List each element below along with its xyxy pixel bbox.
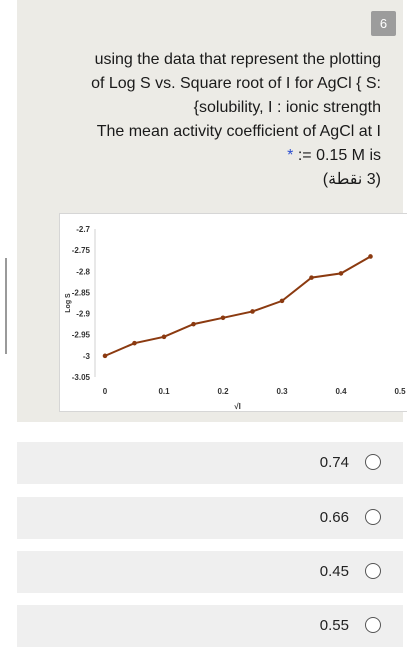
data-point — [368, 254, 373, 259]
y-tick-label: -2.9 — [76, 310, 90, 319]
radio-button[interactable] — [365, 509, 381, 525]
y-tick-label: -2.8 — [76, 267, 90, 276]
x-tick-label: 0.4 — [335, 387, 347, 396]
radio-button[interactable] — [365, 563, 381, 579]
data-point — [338, 271, 344, 276]
data-point — [220, 315, 226, 321]
option-label: 0.45 — [319, 563, 349, 580]
question-line-3: {solubility, I : ionic strength — [193, 99, 381, 116]
data-point — [309, 275, 314, 280]
x-tick-label: 0.5 — [394, 387, 406, 396]
question-line-5-text: := 0.15 M is — [297, 147, 381, 164]
question-line-4: The mean activity coefficient of AgCl at… — [96, 123, 381, 140]
y-tick-label: -2.7 — [76, 225, 90, 234]
data-point — [191, 321, 196, 327]
data-point — [279, 298, 285, 304]
data-point — [102, 353, 108, 359]
option-0.66[interactable]: 0.66 — [17, 497, 403, 539]
y-tick-label: -2.75 — [72, 246, 91, 255]
scrollbar[interactable] — [5, 258, 7, 354]
radio-button[interactable] — [365, 454, 381, 470]
y-tick-label: -3.05 — [72, 373, 91, 382]
radio-button[interactable] — [365, 617, 381, 633]
option-0.45[interactable]: 0.45 — [17, 551, 403, 593]
data-point — [161, 334, 167, 340]
required-marker: * — [287, 147, 294, 164]
option-0.74[interactable]: 0.74 — [17, 442, 403, 484]
question-card: 6 using the data that represent the plot… — [17, 0, 407, 422]
y-tick-label: -2.85 — [72, 288, 91, 297]
line-chart-svg: -2.7 -2.75 -2.8 -2.85 -2.9 -2.95 -3 -3.05 0 0.1 0.… — [65, 225, 406, 411]
data-point — [132, 340, 137, 346]
option-label: 0.74 — [319, 454, 349, 471]
x-tick-label: 0.2 — [217, 387, 229, 396]
option-0.55[interactable]: 0.55 — [17, 605, 403, 647]
question-line-1: using the data that represent the plotti… — [94, 51, 381, 68]
chart: -2.7 -2.75 -2.8 -2.85 -2.9 -2.95 -3 -3.05 0 0.1 0.… — [59, 213, 407, 412]
x-tick-label: 0 — [103, 387, 108, 396]
question-points: (3 نقطة) — [322, 171, 381, 188]
x-tick-label: 0.3 — [276, 387, 288, 396]
option-label: 0.66 — [319, 509, 349, 526]
x-tick-label: 0.1 — [158, 387, 170, 396]
series-line — [104, 255, 371, 357]
y-axis-title: Log S — [65, 293, 72, 313]
x-axis-title: √I — [234, 402, 241, 411]
y-tick-label: -3 — [83, 352, 91, 361]
data-point — [250, 309, 255, 314]
question-number-badge: 6 — [371, 11, 396, 36]
question-text: using the data that represent the plotti… — [41, 48, 381, 192]
option-label: 0.55 — [319, 617, 349, 634]
question-line-5: * := 0.15 M is — [41, 144, 381, 168]
y-tick-label: -2.95 — [72, 331, 91, 340]
question-line-2: of Log S vs. Square root of I for AgCl {… — [91, 75, 381, 92]
